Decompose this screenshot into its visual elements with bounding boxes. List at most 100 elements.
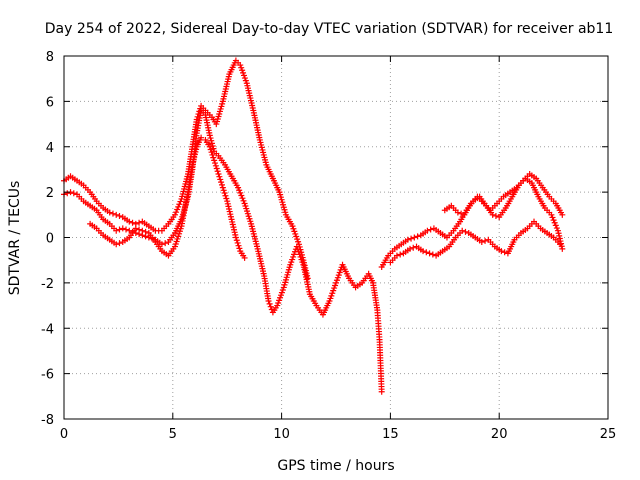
series-track-1 (61, 57, 311, 282)
data-point-trace (482, 237, 489, 244)
data-point-trace (203, 139, 212, 148)
data-point-trace (300, 264, 313, 295)
data-point-trace (255, 248, 267, 277)
data-point-trace (167, 232, 177, 243)
data-point-trace (116, 212, 123, 219)
data-point-trace (427, 226, 434, 233)
data-point-trace (142, 228, 149, 235)
data-point-trace (554, 202, 564, 216)
series-track-2 (61, 107, 385, 395)
data-point (559, 211, 566, 218)
data-point (206, 143, 213, 150)
data-point-trace (244, 82, 256, 111)
data-point-trace (354, 281, 363, 289)
data-point (489, 211, 496, 218)
data-point-trace (275, 287, 286, 306)
data-point (459, 227, 466, 234)
data-point-trace (224, 200, 234, 220)
data-point (219, 184, 226, 191)
data-point-trace (327, 282, 339, 302)
data-point (235, 184, 242, 191)
x-tick-label: 5 (169, 427, 177, 442)
data-point-trace (172, 225, 184, 248)
data-point-trace (277, 191, 289, 216)
data-point (478, 239, 485, 246)
data-point-trace (522, 173, 531, 182)
x-tick-label: 25 (600, 427, 617, 442)
data-point-trace (376, 339, 385, 393)
data-point (424, 227, 431, 234)
data-point-trace (220, 73, 232, 102)
data-point-trace (524, 177, 533, 185)
data-point-trace (528, 172, 538, 180)
data-point-trace (429, 251, 436, 258)
data-point (132, 225, 139, 232)
data-point-trace (539, 226, 548, 235)
data-point-trace (207, 135, 217, 152)
data-point-trace (496, 195, 505, 205)
data-point-trace (321, 300, 332, 316)
data-point (404, 236, 411, 243)
data-point-trace (141, 220, 150, 228)
data-point-trace (452, 220, 462, 232)
data-point-trace (69, 174, 78, 183)
data-point-trace (470, 195, 479, 205)
data-point-trace (223, 164, 234, 177)
y-tick-label: -6 (41, 368, 54, 383)
data-point-trace (109, 210, 116, 217)
series-track-6 (441, 170, 566, 218)
series-track-5 (387, 218, 564, 266)
data-point-trace (136, 219, 143, 226)
data-point-trace (487, 239, 496, 248)
data-point-trace (63, 174, 72, 183)
data-point-trace (167, 214, 177, 225)
data-point-trace (173, 198, 184, 216)
data-point-trace (284, 214, 295, 227)
data-point-trace (505, 239, 517, 255)
data-point-trace (76, 193, 85, 202)
data-point-trace (393, 242, 403, 251)
y-tick-label: 4 (46, 141, 54, 156)
data-point-trace (236, 187, 247, 204)
data-point-trace (534, 177, 545, 189)
data-point-trace (555, 230, 565, 250)
data-point (211, 157, 218, 164)
data-point-trace (82, 199, 91, 208)
data-point-trace (242, 203, 254, 225)
data-point-trace (281, 264, 293, 288)
data-point-trace (89, 204, 98, 212)
data-point-trace (492, 212, 499, 219)
data-point-trace (544, 207, 553, 216)
data-point-trace (294, 246, 306, 266)
data-point-trace (179, 173, 191, 200)
data-point-trace (194, 105, 204, 120)
data-point-trace (446, 229, 455, 239)
data-point-trace (458, 210, 465, 217)
data-point (106, 209, 113, 216)
data-point-trace (214, 100, 226, 125)
data-point-trace (552, 236, 561, 246)
data-point-trace (340, 263, 351, 280)
y-tick-labels: -8 -6 -4 -2 0 2 4 6 8 (41, 50, 54, 428)
data-point-trace (389, 254, 398, 264)
axis-ticks (63, 55, 609, 420)
data-point-trace (227, 59, 238, 75)
data-point (548, 211, 555, 218)
data-point-trace (462, 202, 473, 216)
data-point-trace (264, 164, 275, 180)
data-point-trace (95, 200, 104, 209)
data-point-trace (408, 235, 415, 242)
data-point-trace (207, 146, 217, 161)
data-point-trace (121, 236, 131, 244)
x-tick-labels: 0 5 10 15 20 25 (60, 427, 616, 442)
data-point-trace (161, 249, 170, 258)
data-point-trace (121, 215, 131, 224)
data-point (241, 254, 248, 261)
data-point-trace (529, 182, 541, 198)
data-point-trace (450, 205, 459, 214)
data-point (454, 209, 461, 216)
data-point-trace (161, 223, 170, 232)
data-point-trace (82, 184, 91, 193)
data-point-trace (238, 250, 247, 259)
x-tick-label: 15 (382, 427, 399, 442)
